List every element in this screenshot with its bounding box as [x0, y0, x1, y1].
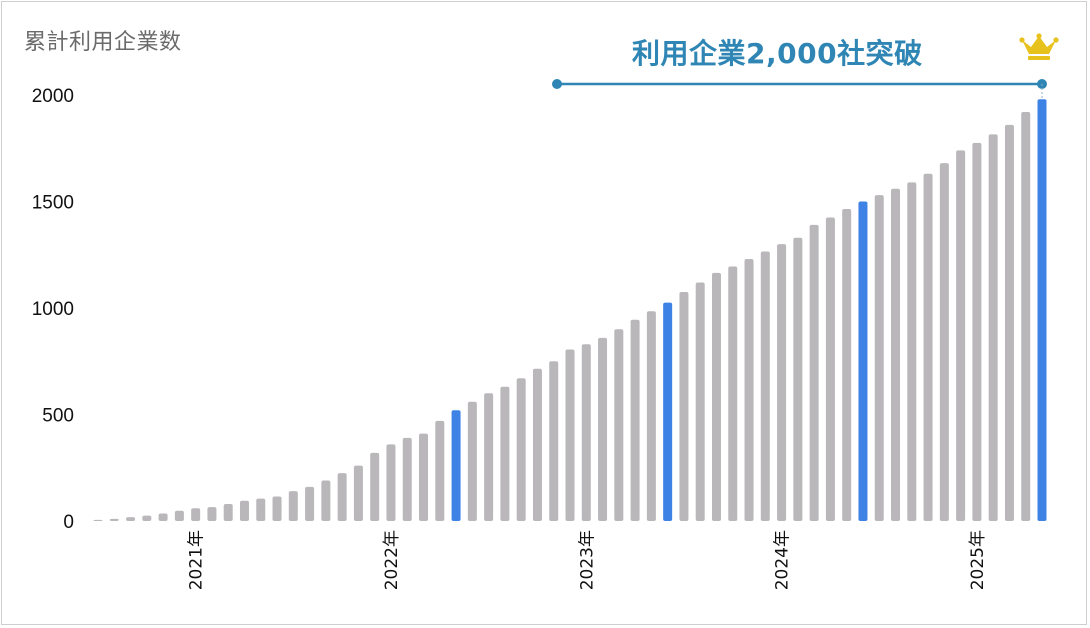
bar	[207, 507, 217, 521]
bar	[256, 498, 266, 521]
crown-icon-jewel	[1053, 37, 1059, 43]
bar	[93, 519, 103, 521]
bar	[923, 173, 933, 521]
bar	[842, 208, 852, 521]
bar	[126, 517, 136, 521]
bar-series	[93, 99, 1047, 522]
bar	[288, 491, 298, 521]
bar	[272, 496, 282, 521]
bar	[1021, 112, 1031, 521]
crown-icon-jewel	[1019, 37, 1025, 43]
bar	[532, 368, 542, 521]
y-tick-label: 1000	[32, 299, 74, 320]
bar	[874, 195, 884, 522]
bar	[158, 513, 168, 521]
y-tick-label: 2000	[32, 86, 74, 107]
bar	[402, 437, 412, 521]
x-tick-label: 2024年	[773, 530, 793, 590]
bar	[109, 518, 119, 521]
bar	[891, 188, 901, 521]
bar	[239, 500, 249, 521]
bar	[142, 515, 152, 521]
bar	[760, 251, 770, 521]
bar	[972, 142, 982, 522]
bar	[549, 361, 559, 521]
y-axis-ticks: 0 500 1000 1500 2000	[32, 86, 74, 533]
bar	[174, 510, 184, 521]
bar	[679, 292, 689, 521]
bar	[988, 134, 998, 521]
bar	[435, 420, 445, 521]
bar	[484, 393, 494, 521]
x-tick-label: 2023年	[577, 530, 597, 590]
bar	[1037, 99, 1047, 521]
bar	[858, 201, 868, 521]
bar	[353, 465, 363, 521]
x-axis-ticks: 2021年 2022年 2023年 2024年 2025年	[187, 530, 988, 590]
bar	[223, 503, 233, 521]
bar	[581, 344, 591, 521]
bar	[744, 259, 754, 521]
bar	[907, 182, 917, 521]
x-tick-label: 2021年	[187, 530, 207, 590]
bar	[825, 217, 835, 521]
bar	[956, 150, 966, 521]
y-axis-title: 累計利用企業数	[24, 30, 182, 55]
x-tick-label: 2025年	[968, 530, 988, 590]
bar	[467, 401, 477, 521]
bar	[321, 480, 331, 521]
milestone-bracket	[552, 33, 1059, 100]
bar	[711, 272, 721, 521]
bar	[305, 486, 315, 521]
bar	[630, 319, 640, 521]
bar	[809, 224, 819, 521]
bar	[614, 329, 624, 521]
bar	[939, 163, 949, 521]
bar	[386, 444, 396, 521]
bar	[777, 244, 787, 521]
crown-icon	[1022, 36, 1056, 54]
bar	[1004, 124, 1014, 521]
x-tick-label: 2022年	[382, 530, 402, 590]
bar	[337, 473, 347, 521]
bar	[451, 410, 461, 521]
bar	[370, 452, 380, 521]
bar	[728, 266, 738, 521]
bar	[419, 433, 429, 521]
crown-icon-base	[1028, 56, 1050, 60]
bar	[565, 349, 575, 521]
bar	[646, 311, 656, 521]
bracket-start-dot	[552, 79, 562, 89]
bar	[793, 237, 803, 521]
bar	[598, 337, 608, 521]
y-tick-label: 500	[42, 406, 74, 427]
bar	[516, 378, 526, 521]
milestone-annotation: 利用企業2,000社突破	[632, 37, 923, 70]
crown-icon-jewel	[1036, 33, 1042, 39]
y-tick-label: 0	[63, 512, 74, 533]
bar	[500, 386, 510, 521]
bar	[663, 302, 673, 521]
bar	[191, 508, 201, 521]
y-tick-label: 1500	[32, 193, 74, 214]
bar	[695, 282, 705, 521]
